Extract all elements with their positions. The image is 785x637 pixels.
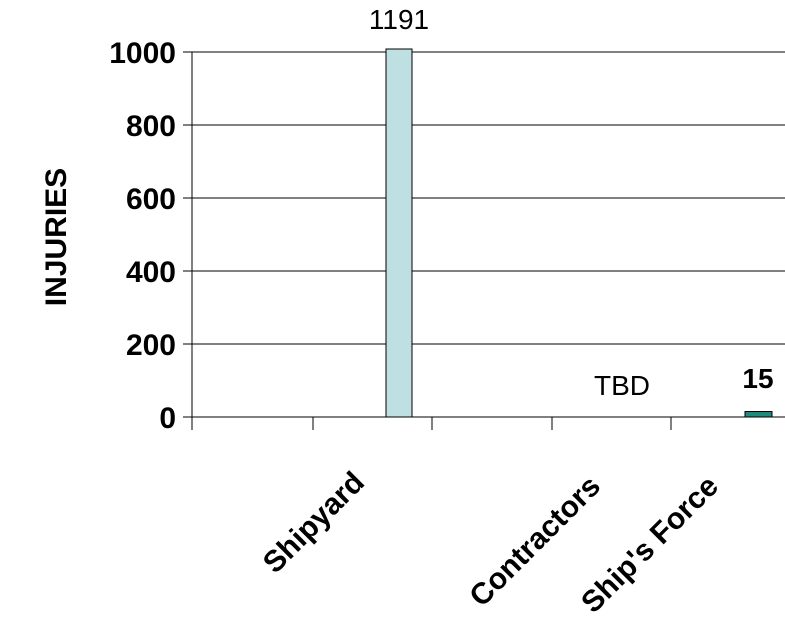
- data-label: TBD: [594, 370, 650, 401]
- bars: [385, 48, 773, 418]
- y-tick-label: 800: [126, 110, 176, 143]
- bar: [385, 48, 413, 418]
- y-tick-label: 1000: [109, 37, 176, 70]
- y-tick-label: 400: [126, 256, 176, 289]
- y-tick-label: 200: [126, 329, 176, 362]
- gridlines: [192, 51, 785, 418]
- y-tick-label: 0: [159, 402, 176, 435]
- category-label: Shipyard: [257, 466, 371, 580]
- bar: [744, 411, 773, 418]
- x-axis: [191, 52, 785, 430]
- y-axis-label: INJURIES: [40, 168, 73, 306]
- data-label: 15: [742, 363, 773, 394]
- data-label: 1191: [369, 4, 429, 35]
- data-labels: 1191 TBD 15: [369, 4, 774, 401]
- y-axis-ticks: 0 200 400 600 800 1000: [109, 37, 192, 435]
- y-tick-label: 600: [126, 183, 176, 216]
